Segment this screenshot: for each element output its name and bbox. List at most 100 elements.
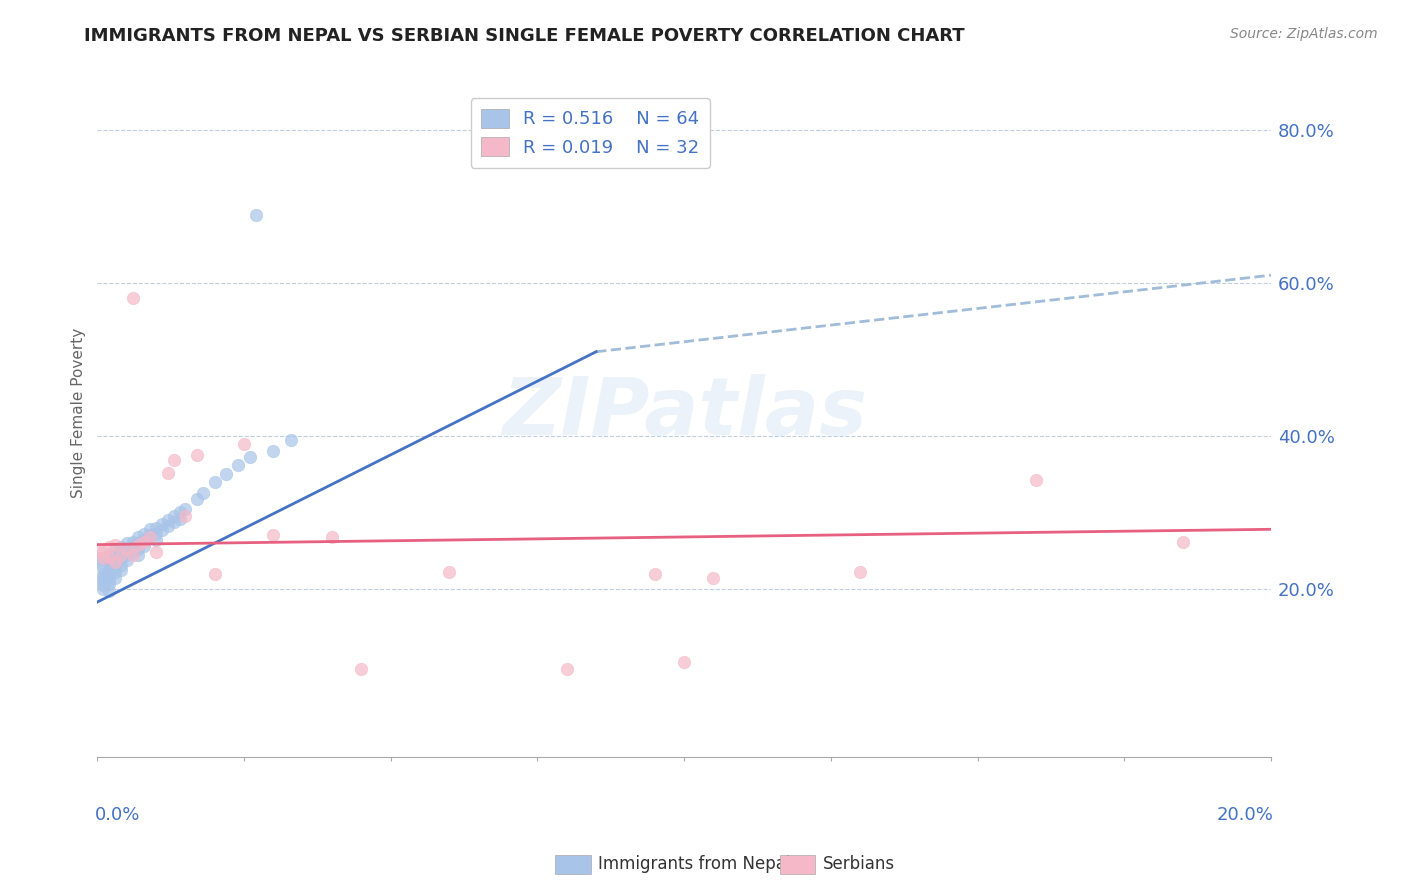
Point <box>139 528 162 542</box>
Point <box>115 553 138 567</box>
Point <box>127 536 149 550</box>
Point <box>98 540 121 554</box>
Point <box>350 662 373 676</box>
Point <box>215 467 238 482</box>
Point <box>104 565 127 579</box>
Point <box>91 551 114 566</box>
Point <box>127 538 149 552</box>
Text: Immigrants from Nepal: Immigrants from Nepal <box>598 855 790 873</box>
Point <box>145 533 167 547</box>
Point <box>110 551 132 566</box>
Point <box>104 538 127 552</box>
Point <box>162 453 184 467</box>
Point <box>174 501 197 516</box>
Point <box>98 583 121 598</box>
Point <box>91 578 114 592</box>
Point <box>98 568 121 582</box>
Point <box>104 555 127 569</box>
Point <box>110 548 132 562</box>
Point <box>110 545 132 559</box>
Point <box>121 548 143 562</box>
Point <box>91 570 114 584</box>
Point <box>321 530 343 544</box>
Point <box>104 543 127 558</box>
Point <box>121 291 143 305</box>
Point <box>98 548 121 562</box>
Point <box>134 533 156 547</box>
Point <box>233 436 256 450</box>
Point <box>280 433 302 447</box>
Point <box>239 450 262 465</box>
Legend: R = 0.516    N = 64, R = 0.019    N = 32: R = 0.516 N = 64, R = 0.019 N = 32 <box>471 98 710 168</box>
Point <box>91 545 114 559</box>
Point <box>439 565 461 579</box>
Point <box>86 555 108 569</box>
Point <box>150 516 173 531</box>
Point <box>127 530 149 544</box>
Point <box>174 509 197 524</box>
Point <box>226 458 249 472</box>
Point <box>139 522 162 536</box>
Point <box>1171 534 1194 549</box>
Point <box>115 542 138 557</box>
Point <box>104 555 127 569</box>
Point <box>849 565 872 579</box>
Point <box>145 545 167 559</box>
Point <box>156 466 179 480</box>
Text: IMMIGRANTS FROM NEPAL VS SERBIAN SINGLE FEMALE POVERTY CORRELATION CHART: IMMIGRANTS FROM NEPAL VS SERBIAN SINGLE … <box>84 27 965 45</box>
Point <box>145 521 167 535</box>
Point <box>98 563 121 577</box>
Point <box>204 475 226 489</box>
Point <box>91 566 114 581</box>
Point <box>115 536 138 550</box>
Point <box>110 558 132 572</box>
Point <box>145 527 167 541</box>
Point <box>98 573 121 587</box>
Point <box>191 486 214 500</box>
Point <box>98 558 121 572</box>
Point <box>91 582 114 596</box>
Point <box>121 534 143 549</box>
Point <box>169 511 191 525</box>
Point <box>204 566 226 581</box>
Text: Serbians: Serbians <box>823 855 894 873</box>
Point <box>186 448 208 462</box>
Point <box>702 570 724 584</box>
Point <box>121 540 143 554</box>
Point <box>91 560 114 574</box>
Point <box>127 542 149 557</box>
Point <box>644 566 666 581</box>
Point <box>134 539 156 553</box>
Text: 20.0%: 20.0% <box>1216 805 1274 823</box>
Point <box>121 545 143 559</box>
Point <box>139 530 162 544</box>
Point <box>86 543 108 558</box>
Point <box>86 551 108 566</box>
Point <box>245 209 267 223</box>
Point <box>98 549 121 564</box>
Point <box>104 549 127 564</box>
Point <box>115 548 138 562</box>
Point <box>110 563 132 577</box>
Text: ZIPatlas: ZIPatlas <box>502 374 866 452</box>
Point <box>98 553 121 567</box>
Point <box>186 491 208 506</box>
Point <box>134 534 156 549</box>
Point <box>104 560 127 574</box>
Point <box>104 570 127 584</box>
Point <box>127 549 149 563</box>
Text: Source: ZipAtlas.com: Source: ZipAtlas.com <box>1230 27 1378 41</box>
Point <box>262 444 284 458</box>
Point <box>115 542 138 557</box>
Point <box>91 574 114 589</box>
Point <box>262 528 284 542</box>
Point <box>1025 473 1047 487</box>
Point <box>162 509 184 524</box>
Y-axis label: Single Female Poverty: Single Female Poverty <box>72 328 86 498</box>
Point <box>134 527 156 541</box>
Point <box>169 506 191 520</box>
Point <box>156 519 179 533</box>
Point <box>156 513 179 527</box>
Point <box>110 540 132 554</box>
Text: 0.0%: 0.0% <box>96 805 141 823</box>
